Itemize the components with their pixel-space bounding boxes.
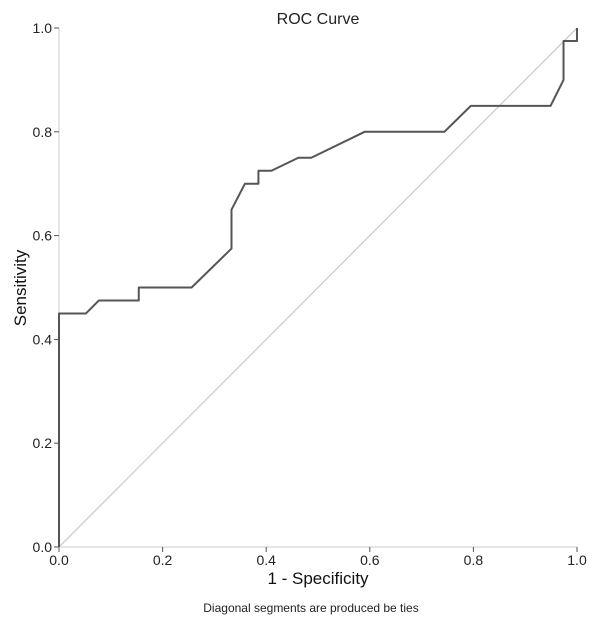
chart-title: ROC Curve: [277, 11, 360, 28]
y-tick-label: 0.8: [33, 124, 53, 140]
x-tick-label: 0.6: [360, 552, 380, 568]
x-tick-label: 0.2: [153, 552, 173, 568]
y-tick-label: 0.6: [33, 228, 53, 244]
x-axis-title: 1 - Specificity: [267, 569, 369, 588]
y-tick-label: 0.0: [33, 539, 53, 555]
y-tick-label: 1.0: [33, 20, 53, 36]
x-tick-label: 0.8: [464, 552, 484, 568]
x-tick-label: 0.4: [256, 552, 276, 568]
ticks: 0.0 0.2 0.4 0.6 0.8 1.0 0.0 0.2 0.4 0.6 0.8 1.0: [33, 20, 587, 568]
y-tick-label: 0.2: [33, 435, 53, 451]
x-tick-label: 0.0: [49, 552, 69, 568]
roc-curve-line: [58, 28, 578, 547]
series-layer: [58, 27, 578, 548]
x-tick-label: 1.0: [567, 552, 587, 568]
y-axis-title: Sensitivity: [11, 249, 30, 326]
y-tick-label: 0.4: [33, 331, 53, 347]
reference-diagonal-line: [58, 27, 578, 548]
footnote: Diagonal segments are produced be ties: [203, 601, 418, 615]
